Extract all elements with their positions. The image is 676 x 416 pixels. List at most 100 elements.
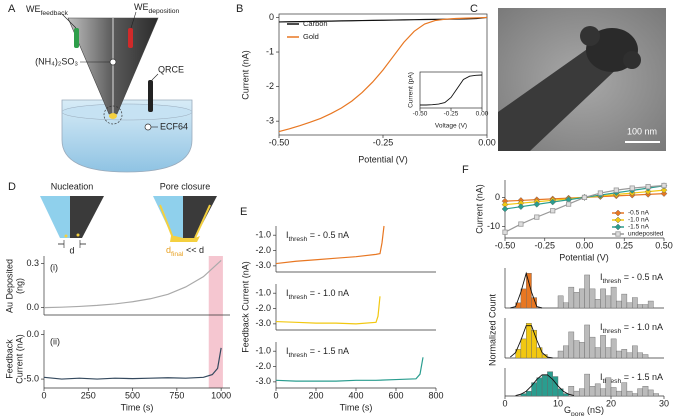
- histogram-bar: [621, 382, 628, 397]
- d-final-label-sub: final: [171, 251, 184, 258]
- threshold-annotation-text: I: [286, 346, 289, 356]
- y-tick-label: -1: [266, 46, 274, 56]
- threshold-annotation: Ithresh = - 0.5 nA: [600, 272, 663, 285]
- y-axis-label: Current (nA): [474, 184, 484, 234]
- data-line: [420, 74, 483, 106]
- marker: [550, 208, 556, 214]
- histogram-bar: [563, 302, 569, 309]
- x-axis-label: Time (s): [121, 402, 154, 412]
- bath-label: ECF64: [160, 121, 188, 131]
- panel-label: F: [462, 164, 469, 176]
- d-label: d: [69, 245, 74, 255]
- histogram-bar: [600, 335, 606, 359]
- histogram-bar: [621, 293, 628, 309]
- histogram-bar: [637, 352, 643, 359]
- marker: [597, 190, 604, 196]
- histogram-bar: [647, 389, 654, 397]
- threshold-annotation-text: I: [600, 372, 603, 382]
- threshold-annotation: Ithresh = - 1.0 nA: [286, 288, 349, 301]
- threshold-annotation: Ithresh = - 1.5 nA: [600, 372, 663, 385]
- histogram-bar: [520, 338, 527, 359]
- y-tick-label: -10: [487, 221, 500, 231]
- x-axis-label-sub: pore: [571, 411, 585, 416]
- marker: [614, 216, 622, 224]
- y-axis-label: Feedback: [4, 339, 14, 379]
- pore-closure-label: Pore closure: [160, 181, 211, 191]
- x-tick-label: 400: [348, 390, 363, 400]
- x-tick-label: 800: [428, 390, 443, 400]
- x-tick-label: 20: [606, 398, 616, 408]
- x-axis-label-text: G: [564, 405, 571, 415]
- histogram-bar: [589, 288, 596, 309]
- y-axis-label: Feedback Current (nA): [240, 261, 250, 353]
- x-tick-label: -0.50: [495, 240, 516, 250]
- x-tick-label: -0.50: [413, 111, 428, 118]
- y-axis-label: Current (nA): [14, 334, 24, 384]
- y-tick-label: -2.0: [255, 245, 271, 255]
- histogram-bar: [579, 342, 585, 359]
- panel-label: A: [8, 3, 16, 15]
- histogram-bar: [600, 388, 606, 397]
- x-axis-label-rest: (nS): [585, 405, 605, 415]
- threshold-annotation-rest: = - 1.0 nA: [307, 288, 349, 298]
- histogram-bar: [531, 297, 537, 309]
- x-tick-label: 200: [308, 390, 323, 400]
- histogram-bar: [626, 390, 633, 397]
- data-line: [275, 357, 424, 382]
- y-tick-label: -3.0: [255, 260, 271, 270]
- panel-label: C: [470, 3, 478, 15]
- histogram-bar: [594, 299, 601, 309]
- d-final-label: dfinal << d: [166, 245, 204, 258]
- scale-bar-label: 100 nm: [627, 126, 657, 136]
- y-axis-label: Current (pA): [408, 72, 415, 108]
- histogram-bar: [526, 323, 532, 359]
- histogram-bar: [557, 350, 564, 359]
- we-feedback-label: WEfeedback: [26, 4, 69, 17]
- histogram-bar: [552, 376, 559, 397]
- marker: [533, 201, 541, 208]
- histogram-bar: [616, 390, 622, 397]
- histogram-bar: [584, 373, 590, 397]
- histogram-bar: [642, 304, 649, 309]
- histogram-bar: [632, 345, 638, 359]
- histogram-bar: [594, 347, 601, 359]
- y-axis-label: Current (nA): [240, 50, 250, 100]
- y-tick-label: -2.0: [255, 303, 271, 313]
- y-tick-label: -1.0: [255, 230, 271, 240]
- marker: [517, 203, 525, 210]
- highlight-band: [208, 256, 223, 388]
- we-feedback-label-text: WE: [26, 4, 41, 14]
- x-tick-label: 0.50: [655, 240, 673, 250]
- histogram-bar: [626, 302, 633, 309]
- histogram-bar: [573, 292, 580, 309]
- legend-label: -1.0 nA: [628, 217, 650, 224]
- threshold-annotation-text: I: [600, 322, 603, 332]
- reference-label: QRCE: [158, 64, 184, 74]
- x-tick-label: 30: [659, 398, 669, 408]
- plot-frame: [419, 71, 483, 109]
- y-tick-label: 0: [495, 192, 500, 202]
- histogram-bar: [637, 304, 643, 309]
- x-tick-label: -0.25: [534, 240, 555, 250]
- y-tick-label: -1.0: [255, 346, 271, 356]
- threshold-annotation-sub: thresh: [603, 278, 622, 285]
- panel-ii-label: (ii): [50, 336, 60, 346]
- x-axis-label: Time (s): [340, 402, 373, 412]
- data-line: [278, 16, 488, 133]
- histogram-bar: [626, 352, 633, 359]
- data-line: [43, 259, 222, 309]
- histogram-bar: [579, 288, 585, 309]
- x-tick-label: 250: [81, 390, 96, 400]
- x-tick-label: 1000: [211, 390, 231, 400]
- threshold-annotation-rest: = - 0.5 nA: [621, 272, 663, 282]
- y-axis-label: Au Deposited: [4, 259, 14, 313]
- histogram-bar: [632, 297, 638, 309]
- histogram-bar: [610, 387, 617, 397]
- threshold-annotation-sub: thresh: [289, 236, 308, 243]
- marker: [501, 205, 509, 213]
- we-deposition-label: WEdeposition: [134, 2, 180, 15]
- y-tick-label: -3.0: [255, 376, 271, 386]
- y-tick-label: 0: [269, 12, 274, 22]
- histogram-bar: [621, 349, 628, 359]
- histogram-bar: [589, 336, 596, 359]
